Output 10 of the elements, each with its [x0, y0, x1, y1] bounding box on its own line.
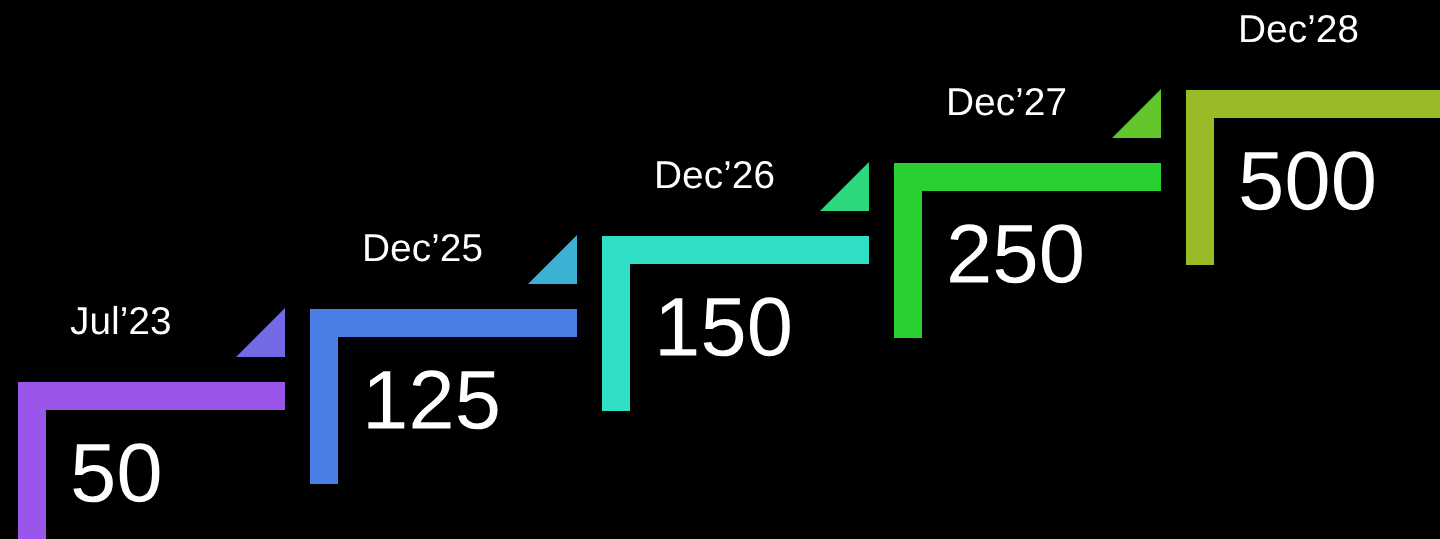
data-label: 125 — [368, 370, 498, 430]
category-label: Dec’25 — [365, 233, 482, 262]
data-label: 150 — [660, 297, 790, 357]
data-label: 250 — [950, 224, 1082, 284]
category-label: Jul’23 — [70, 305, 170, 335]
category-label: Dec’27 — [949, 87, 1066, 116]
category-label: Dec’26 — [657, 160, 774, 189]
data-label: 500 — [1241, 151, 1374, 211]
data-label: 50 — [73, 443, 160, 503]
category-label: Dec’28 — [1241, 14, 1358, 43]
